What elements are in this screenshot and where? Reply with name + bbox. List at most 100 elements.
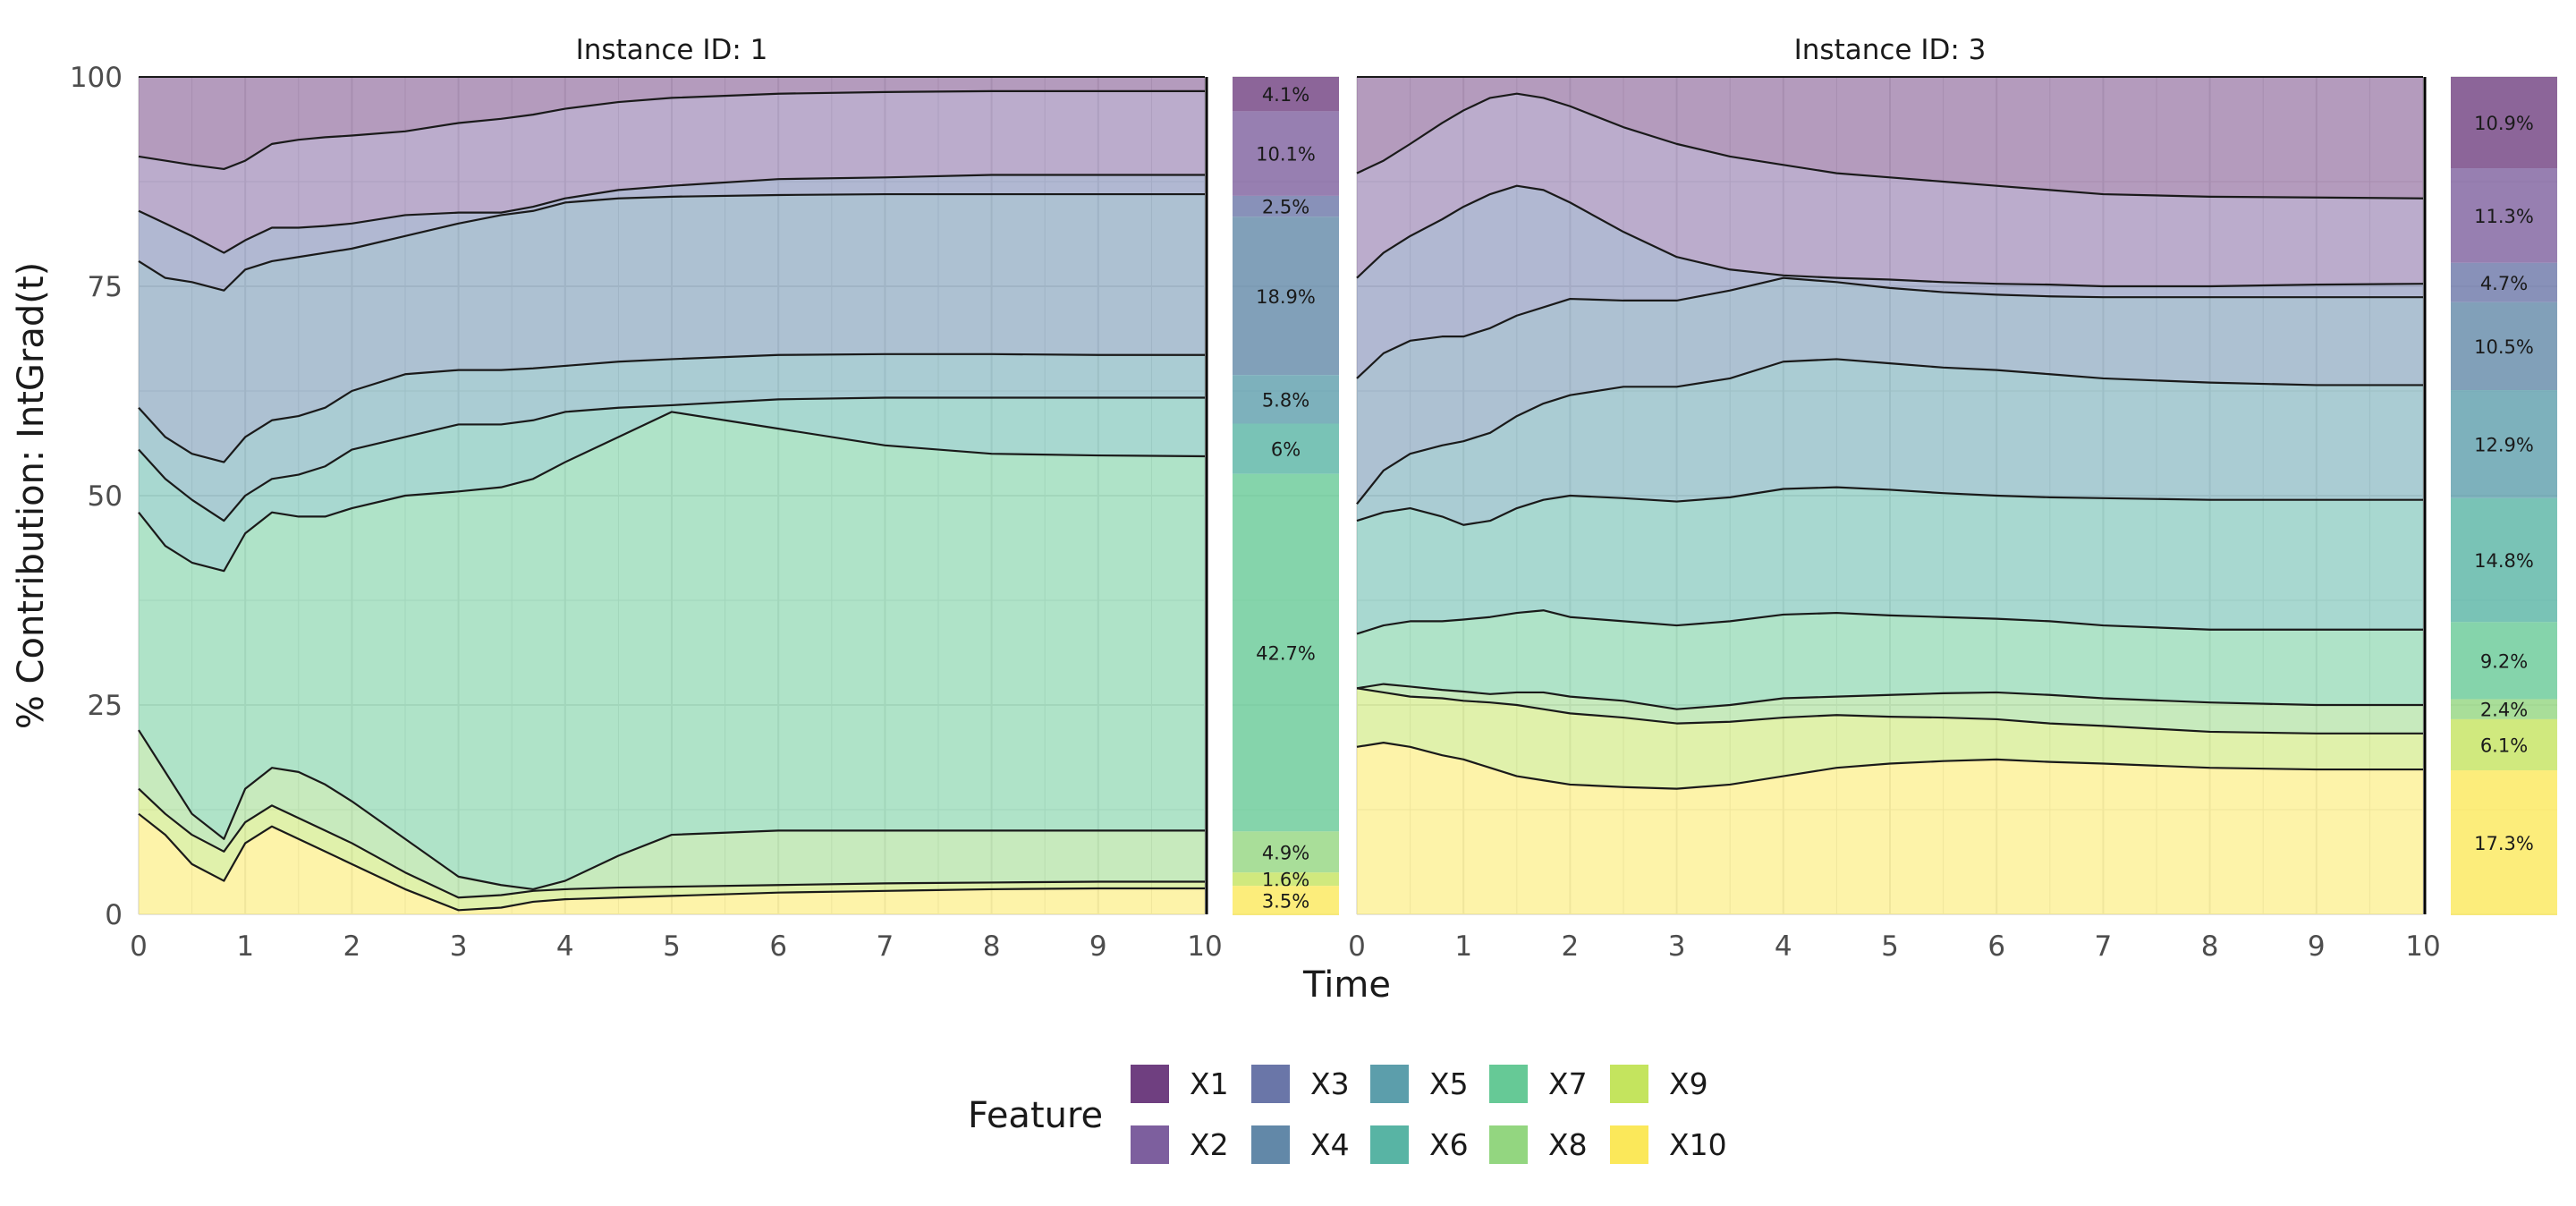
x-tick-label: 8 (983, 930, 1001, 963)
y-tick-label: 0 (105, 899, 123, 931)
summary-bar-x5 (1233, 375, 1339, 424)
series-boundary-line (1356, 486, 2423, 526)
summary-bar-x10 (1233, 886, 1339, 915)
summary-bar-label: 3.5% (1262, 891, 1309, 913)
area-x7 (1357, 610, 2423, 709)
area-x9 (1357, 688, 2423, 789)
summary-bar-label: 4.9% (1262, 842, 1309, 863)
series-boundary-line (1356, 358, 2423, 505)
y-tick-label: 25 (88, 690, 123, 722)
series-boundary-line (1356, 742, 2423, 790)
summary-bar-label: 11.3% (2474, 206, 2534, 227)
x-tick-label: 3 (450, 930, 468, 963)
summary-bar-label: 2.5% (1262, 197, 1309, 218)
series-boundary-line (138, 812, 1205, 912)
summary-bar-label: 10.5% (2474, 336, 2534, 358)
y-tick-label: 50 (88, 480, 123, 513)
legend-label-x6: X6 (1429, 1127, 1469, 1162)
legend-label-x8: X8 (1548, 1127, 1588, 1162)
summary-bar-x9 (1233, 872, 1339, 887)
summary-bar-label: 4.7% (2480, 273, 2528, 294)
legend-key-x5 (1370, 1065, 1409, 1103)
summary-bar-x8 (1233, 831, 1339, 873)
legend-label-x1: X1 (1190, 1066, 1229, 1101)
area-x7 (139, 412, 1205, 889)
legend-key-x7 (1489, 1065, 1528, 1103)
area-x6 (1357, 487, 2423, 634)
legend-key-x9 (1610, 1065, 1648, 1103)
summary-bar-label: 6% (1271, 439, 1301, 461)
area-x2 (1357, 93, 2423, 286)
x-tick-label: 7 (877, 930, 894, 963)
x-tick-label: 2 (343, 930, 361, 963)
x-tick-label: 8 (2201, 930, 2219, 963)
summary-bar-x10 (2451, 770, 2557, 915)
area-x3 (1357, 185, 2423, 378)
legend-key-x1 (1131, 1065, 1169, 1103)
series-boundary-line (1356, 609, 2423, 635)
x-tick-label: 10 (2405, 930, 2440, 963)
summary-bar-x3 (2451, 262, 2557, 302)
x-tick-label: 9 (1089, 930, 1107, 963)
panel-title: Instance ID: 1 (576, 34, 768, 66)
summary-bar-x1 (2451, 77, 2557, 169)
series-boundary-line (138, 174, 1205, 254)
area-x4 (139, 194, 1205, 463)
x-tick-label: 1 (1454, 930, 1472, 963)
summary-bar-x8 (2451, 699, 2557, 719)
series-boundary-line (138, 729, 1205, 891)
legend-key-x4 (1251, 1125, 1290, 1164)
summary-bar-x3 (1233, 195, 1339, 217)
x-tick-label: 3 (1668, 930, 1686, 963)
summary-bar-label: 12.9% (2474, 434, 2534, 455)
legend-label-x4: X4 (1310, 1127, 1350, 1162)
legend-label-x9: X9 (1669, 1066, 1708, 1101)
summary-bar-label: 5.8% (1262, 389, 1309, 411)
area-x5 (1357, 359, 2423, 525)
legend-key-x3 (1251, 1065, 1290, 1103)
area-x9 (139, 788, 1205, 911)
series-boundary-line (138, 89, 1205, 171)
legend-label-x7: X7 (1548, 1066, 1588, 1101)
legend-label-x2: X2 (1190, 1127, 1229, 1162)
summary-bar-x7 (1233, 473, 1339, 832)
legend-key-x2 (1131, 1125, 1169, 1164)
series-boundary-line (138, 787, 1205, 899)
series-boundary-line (138, 352, 1205, 463)
area-x8 (1357, 684, 2423, 734)
area-x8 (139, 730, 1205, 898)
series-boundary-line (1356, 683, 2423, 710)
series-boundary-line (1356, 687, 2423, 735)
area-x6 (139, 397, 1205, 572)
summary-bar-label: 10.9% (2474, 113, 2534, 134)
summary-bar-label: 17.3% (2474, 833, 2534, 854)
legend-label-x5: X5 (1429, 1066, 1469, 1101)
x-tick-label: 7 (2095, 930, 2113, 963)
area-x4 (1357, 277, 2423, 505)
legend-label-x10: X10 (1669, 1127, 1727, 1162)
summary-bar-label: 42.7% (1256, 643, 1316, 665)
area-x10 (1357, 743, 2423, 914)
area-x5 (139, 353, 1205, 522)
summary-bar-label: 2.4% (2480, 700, 2528, 721)
legend-label-x3: X3 (1310, 1066, 1350, 1101)
area-x3 (139, 174, 1205, 291)
series-boundary-line (1356, 276, 2423, 379)
summary-bar-label: 9.2% (2480, 650, 2528, 672)
x-tick-label: 4 (1775, 930, 1792, 963)
x-tick-label: 6 (1987, 930, 2005, 963)
area-x1 (1357, 77, 2423, 199)
series-boundary-line (1356, 92, 2424, 200)
summary-bar-x5 (2451, 390, 2557, 498)
summary-bar-x2 (2451, 168, 2557, 263)
summary-bar-label: 4.1% (1262, 84, 1309, 106)
summary-bar-label: 6.1% (2480, 735, 2528, 756)
summary-bar-label: 18.9% (1256, 286, 1316, 308)
x-tick-label: 5 (1881, 930, 1899, 963)
y-tick-label: 100 (70, 62, 123, 94)
x-tick-label: 4 (556, 930, 574, 963)
x-tick-label: 0 (1348, 930, 1366, 963)
summary-bar-label: 10.1% (1256, 144, 1316, 166)
x-tick-label: 1 (236, 930, 254, 963)
